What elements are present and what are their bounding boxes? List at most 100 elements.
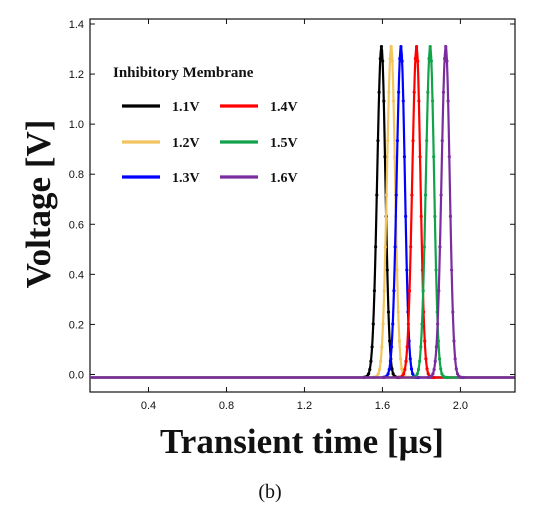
series-point	[387, 367, 391, 372]
series-point	[388, 57, 392, 61]
series-point	[396, 310, 400, 314]
series-point	[409, 245, 413, 249]
series-point	[381, 322, 385, 326]
series-point	[395, 268, 399, 272]
series-point	[414, 44, 419, 49]
series-point	[372, 289, 377, 293]
series-point	[370, 345, 374, 349]
y-tick-label: 1.0	[69, 119, 84, 131]
series-point	[382, 99, 386, 103]
series-point	[410, 193, 414, 197]
series-point	[422, 245, 426, 249]
series-point	[429, 59, 433, 63]
x-tick-label: 1.6	[375, 400, 390, 412]
series-point	[386, 372, 390, 376]
series-point	[425, 139, 429, 143]
series-point	[404, 214, 408, 218]
series-point	[405, 268, 409, 272]
series-point	[405, 345, 409, 349]
series-point	[445, 59, 449, 63]
series-point	[432, 367, 436, 372]
series-point	[379, 44, 384, 49]
series-point	[461, 375, 465, 380]
y-tick-label: 0.6	[69, 219, 84, 231]
legend-label-1.5V: 1.5V	[270, 136, 298, 151]
series-point	[452, 339, 456, 343]
series-point	[400, 59, 404, 63]
series-point	[374, 245, 378, 249]
series-point	[407, 289, 412, 293]
figure-caption: (b)	[258, 481, 281, 503]
series-point	[399, 44, 403, 49]
series-point	[434, 268, 438, 272]
y-tick-label: 0.0	[69, 369, 84, 381]
series-point	[416, 59, 420, 63]
series-point	[402, 155, 407, 159]
y-tick-label: 0.2	[69, 319, 84, 331]
y-tick-label: 1.2	[69, 69, 84, 81]
series-point	[401, 99, 405, 103]
series-point	[430, 99, 435, 103]
series-point	[388, 339, 392, 343]
series-point	[389, 44, 393, 49]
x-axis-title: Transient time [µs]	[160, 422, 444, 461]
series-point	[390, 367, 394, 371]
y-tick-label: 0.8	[69, 169, 84, 181]
series-point	[444, 44, 448, 49]
x-axis: 0.4 0.8 1.2 1.6 2.0	[141, 19, 468, 412]
series-point	[379, 359, 383, 363]
series-point	[386, 139, 390, 143]
y-axis: 0.0 0.2 0.4 0.6 0.8 1.0 1.2 1.4	[69, 19, 515, 381]
series-point	[402, 372, 406, 376]
series-point	[378, 57, 382, 61]
x-tick-label: 0.4	[141, 400, 156, 412]
series-point	[369, 359, 373, 363]
series-point	[443, 57, 447, 61]
series-point	[454, 367, 458, 371]
series-point	[448, 214, 453, 218]
series-point	[371, 322, 375, 326]
series-point	[413, 57, 417, 61]
series-point	[393, 155, 397, 159]
series-point	[397, 339, 401, 343]
series-point	[386, 310, 391, 314]
series-point	[390, 59, 394, 63]
x-tick-label: 1.2	[297, 400, 312, 412]
legend-label-1.3V: 1.3V	[172, 171, 200, 186]
y-tick-label: 0.4	[69, 269, 84, 281]
series-point	[439, 367, 443, 371]
series-point	[388, 359, 393, 363]
series-point	[437, 357, 442, 361]
series-point	[441, 90, 446, 94]
y-axis-title: Voltage [V]	[19, 120, 58, 289]
legend-label-1.2V: 1.2V	[172, 136, 200, 151]
series-point	[447, 155, 451, 159]
series-point	[432, 375, 436, 380]
series-point	[427, 57, 431, 61]
series-point	[419, 345, 423, 349]
series-point	[400, 367, 404, 371]
series-point	[446, 99, 450, 103]
series-point	[433, 359, 437, 363]
series-line-1.6V	[90, 44, 515, 379]
series-point	[392, 289, 396, 293]
series-point	[375, 193, 379, 197]
series-point	[411, 139, 415, 143]
series-point	[391, 322, 395, 326]
series-point	[432, 155, 436, 159]
series-point	[406, 322, 410, 326]
series-point	[377, 90, 381, 94]
series-point	[434, 345, 439, 349]
series-point	[383, 245, 387, 249]
series-point	[423, 339, 427, 343]
series-point	[421, 289, 425, 293]
series-point	[450, 268, 454, 272]
series-point	[394, 193, 398, 197]
x-tick-label: 2.0	[453, 400, 468, 412]
legend-label-1.4V: 1.4V	[270, 100, 298, 115]
series-point	[380, 345, 384, 349]
series-point	[439, 193, 443, 197]
series-point	[376, 139, 380, 143]
series-point	[433, 214, 437, 218]
y-tick-label: 1.4	[69, 19, 84, 31]
